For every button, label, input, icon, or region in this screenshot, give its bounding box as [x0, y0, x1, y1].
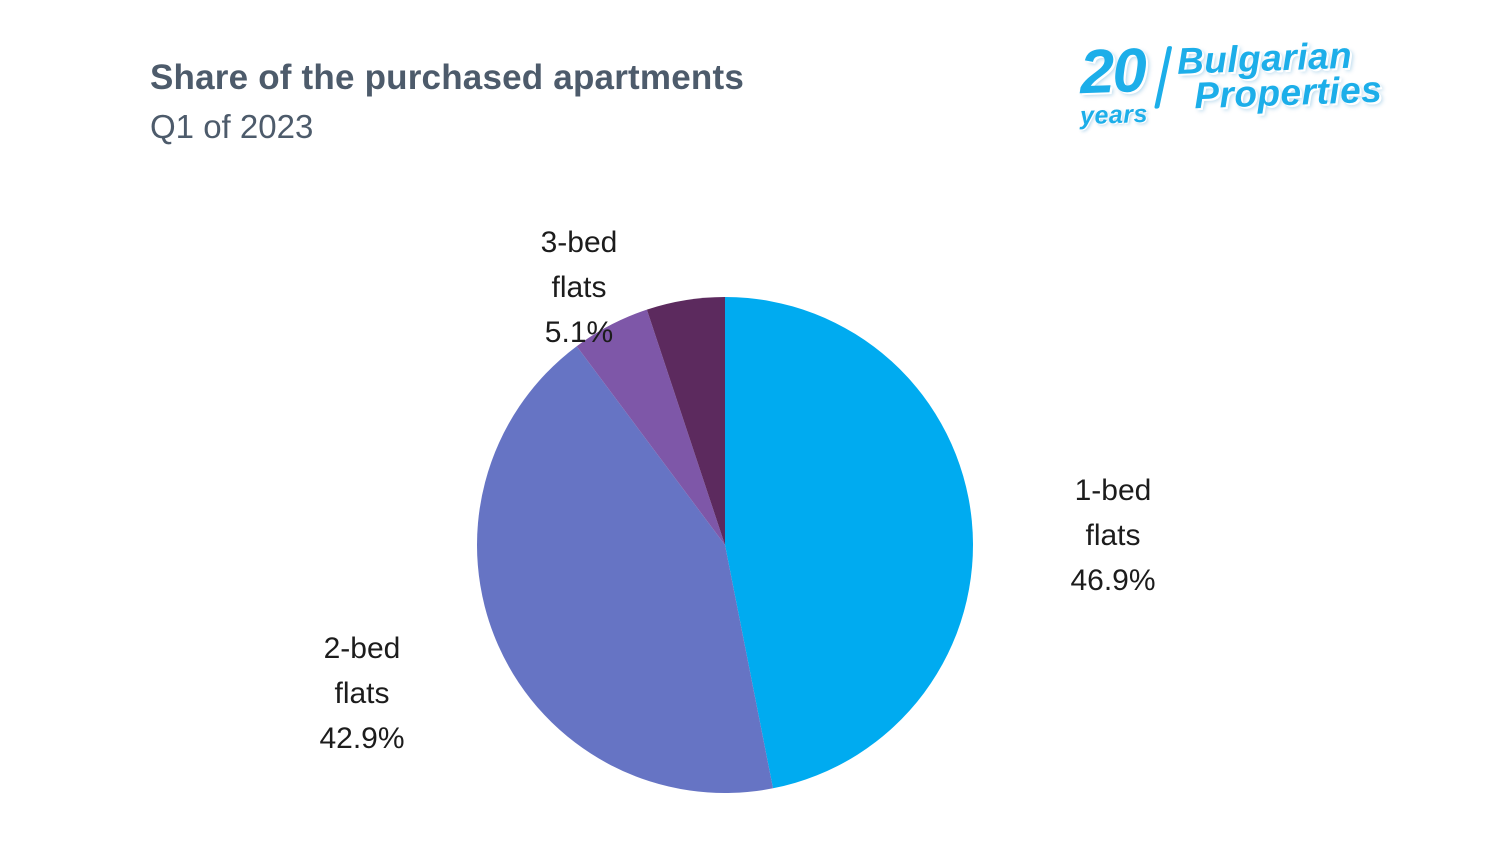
logo-word-years: years — [1079, 99, 1149, 130]
slice-label-line: 2-bed — [323, 632, 401, 665]
pie-slice-1-bed-flats — [725, 297, 973, 789]
slice-label-line: flats — [1085, 519, 1141, 552]
slice-label-line: flats — [551, 271, 607, 304]
bulgarian-properties-logo: 20 years Bulgarian Properties — [1078, 35, 1384, 131]
slice-label-3-bed-flats: 3-bed flats 5.1% — [499, 220, 659, 355]
slice-label-line: 3-bed — [540, 226, 618, 259]
pie-slice-2-bed-flats — [476, 346, 773, 793]
slice-label-2-bed-flats: 2-bed flats 42.9% — [282, 626, 442, 761]
slice-label-line: flats — [334, 677, 390, 710]
slice-label-line: 1-bed — [1074, 474, 1152, 507]
chart-subtitle: Q1 of 2023 — [150, 108, 314, 145]
logo-brand-name: Bulgarian Properties — [1176, 35, 1383, 117]
chart-title: Share of the purchased apartments — [150, 58, 744, 97]
pie-slice-unlabeled-3 — [646, 297, 725, 545]
slice-label-percent: 5.1% — [544, 316, 614, 349]
logo-slash-divider — [1154, 46, 1173, 109]
logo-brand-line2: Properties — [1193, 68, 1383, 117]
slice-label-percent: 42.9% — [319, 722, 405, 755]
pie-chart — [476, 297, 973, 793]
slice-label-1-bed-flats: 1-bed flats 46.9% — [1033, 468, 1193, 603]
slice-label-percent: 46.9% — [1070, 564, 1156, 597]
logo-20-years: 20 years — [1078, 35, 1149, 131]
pie-slice-3-bed-flats — [576, 309, 725, 545]
header: Share of the purchased apartments Q1 of … — [150, 58, 744, 146]
logo-number-20: 20 — [1078, 35, 1147, 108]
